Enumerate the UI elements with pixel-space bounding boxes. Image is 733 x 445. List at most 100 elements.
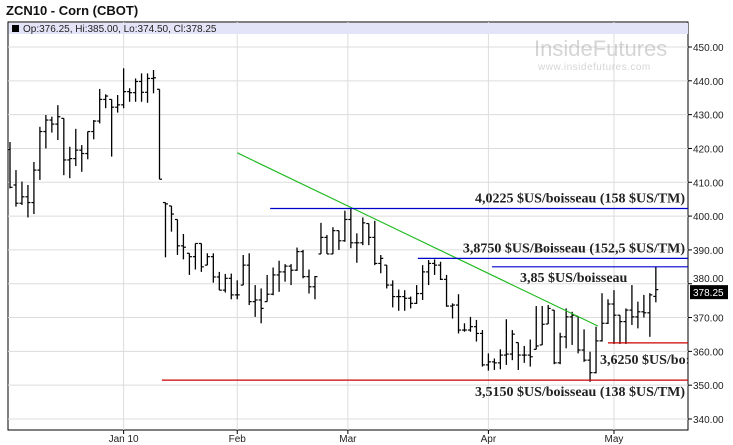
y-tick-label: 380.00 [693, 274, 724, 285]
y-tick-label: 410.00 [693, 178, 724, 189]
ohlc-bar [599, 293, 605, 342]
ohlc-bar [79, 145, 85, 172]
ohlc-bar [378, 254, 384, 274]
ohlc-bar [7, 142, 13, 189]
ohlc-bar [420, 265, 426, 300]
ohlc-bar [264, 274, 270, 303]
ohlc-bar [204, 253, 210, 266]
ohlc-bar [139, 73, 145, 102]
y-tick-label: 440.00 [693, 77, 724, 88]
ohlc-bar [653, 266, 659, 303]
ohlc-bar [539, 306, 545, 346]
ohlc-bar [551, 309, 557, 365]
ohlc-bar [372, 220, 378, 266]
ohlc-bar [581, 329, 587, 362]
y-tick-label: 360.00 [693, 347, 724, 358]
ohlc-bar [402, 290, 408, 311]
price-bars [7, 68, 659, 382]
ohlc-bar [324, 235, 330, 255]
level-label: 3,5150 $US/boisseau (138 $US/TM) [475, 385, 685, 400]
ohlc-bar [31, 161, 37, 215]
ohlc-bar [354, 233, 360, 263]
annotations: 4,0225 $US/boisseau (158 $US/TM) 3,8750 $… [161, 152, 690, 400]
ohlc-bar [635, 301, 641, 329]
ohlc-bar [456, 294, 461, 334]
x-tick-label: Feb [229, 434, 247, 445]
ohlc-bar [408, 296, 414, 309]
ohlc-bar [192, 242, 198, 270]
legend-text: Op:376.25, Hi:385.00, Lo:374.50, Cl:378.… [23, 24, 217, 35]
level-label: 4,0225 $US/boisseau (158 $US/TM) [475, 191, 685, 206]
chart-title: ZCN10 - Corn (CBOT) [6, 3, 139, 18]
ohlc-bar [97, 88, 103, 124]
ohlc-bar [479, 330, 485, 367]
ohlc-bar [563, 308, 569, 349]
ohlc-bar [234, 280, 240, 300]
ohlc-bar [557, 332, 563, 365]
y-axis: 340.00 350.00 360.00 370.00 380.00 390.00 400.… [688, 43, 728, 426]
ohlc-bar [133, 78, 139, 102]
ohlc-bar [330, 227, 336, 255]
legend-bar [9, 23, 688, 34]
watermark-brand: InsideFutures [534, 36, 667, 61]
ohlc-bar [91, 120, 97, 140]
ohlc-bar [228, 273, 234, 300]
ohlc-bar [240, 254, 246, 286]
ohlc-bar [270, 267, 276, 296]
ohlc-bar [503, 319, 509, 365]
ohlc-bar [545, 305, 551, 325]
ohlc-bar [390, 280, 396, 308]
x-tick-label: Apr [481, 434, 497, 445]
ohlc-bar [611, 290, 617, 344]
ohlc-bar [450, 303, 456, 319]
y-tick-label: 350.00 [693, 381, 724, 392]
ohlc-bar [180, 234, 186, 260]
ohlc-bar [127, 88, 133, 102]
ohlc-bar [222, 273, 228, 293]
ohlc-bar [216, 271, 222, 291]
ohlc-bar [617, 314, 623, 344]
ohlc-bar [145, 73, 151, 103]
ohlc-bar [647, 293, 653, 337]
ohlc-bar [13, 170, 19, 207]
x-axis: Jan 10 Feb Mar Apr May [109, 430, 623, 445]
ohlc-bar [491, 358, 497, 370]
ohlc-bar [497, 349, 503, 370]
ohlc-bar [103, 94, 109, 109]
ohlc-bar [115, 95, 121, 113]
last-price-box [690, 285, 728, 300]
y-tick-label: 450.00 [693, 43, 724, 54]
level-label: 3,6250 $US/bo: [600, 353, 690, 368]
ohlc-bar [252, 285, 258, 317]
x-tick-label: Mar [339, 434, 357, 445]
ohlc-bar [43, 114, 49, 149]
ohlc-bar [533, 306, 539, 350]
ohlc-bar [162, 201, 168, 258]
ohlc-bar [527, 339, 533, 367]
ohlc-bar [485, 353, 491, 371]
ohlc-bar [336, 230, 342, 250]
level-label: 3,8750 $US/Boisseau (152,5 $US/TM) [463, 241, 685, 256]
ohlc-bar [509, 330, 515, 361]
last-price-label: 378.25 [693, 288, 724, 299]
ohlc-bar [641, 294, 647, 318]
ohlc-bar [288, 264, 294, 286]
ohlc-bar [342, 210, 348, 242]
ohlc-bar [25, 184, 31, 218]
ohlc-bar [168, 205, 174, 232]
ohlc-bar [467, 316, 473, 332]
ohlc-bar [521, 345, 527, 363]
ohlc-bar [444, 274, 450, 307]
ohlc-bar [198, 242, 204, 272]
ohlc-bar [587, 351, 593, 382]
ohlc-bar [246, 253, 252, 306]
ohlc-bar [294, 247, 300, 271]
ohlc-bar [366, 222, 372, 246]
ohlc-bar [318, 222, 324, 255]
y-tick-label: 420.00 [693, 144, 724, 155]
ohlc-bar [414, 285, 420, 305]
ohlc-bar [49, 116, 55, 133]
ohlc-bar [61, 117, 67, 176]
ohlc-bar [348, 208, 354, 249]
